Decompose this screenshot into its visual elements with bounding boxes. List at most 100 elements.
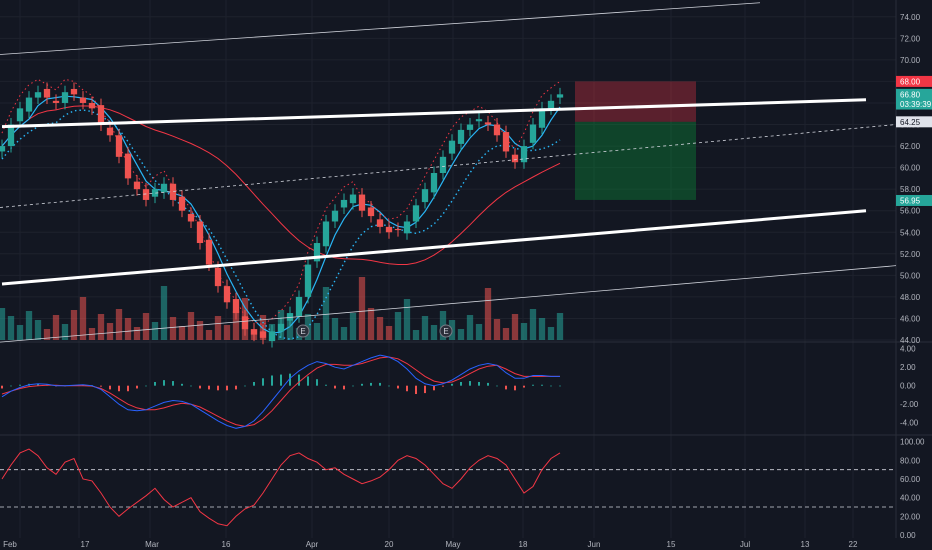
time-tick-label: May: [445, 540, 460, 549]
macd-histogram-bar: [559, 385, 561, 387]
macd-histogram-bar: [550, 385, 552, 387]
candle-body: [313, 243, 321, 262]
position-target-zone: [575, 81, 696, 122]
macd-histogram-bar: [145, 385, 147, 387]
price-badge: [896, 75, 932, 87]
price-badge-label: 03:39:39: [900, 100, 932, 109]
macd-histogram-bar: [415, 385, 417, 395]
rsi-tick-label: 0.00: [900, 531, 916, 540]
macd-histogram-bar: [253, 381, 255, 386]
candle-body: [412, 205, 420, 222]
candle-body: [358, 194, 366, 211]
volume-bar: [529, 309, 537, 340]
candle-body: [457, 129, 465, 144]
candle-body: [151, 189, 159, 197]
candle-body: [466, 124, 474, 130]
macd-line: [1, 354, 560, 429]
macd-histogram-bar: [1, 385, 3, 389]
volume-bar: [151, 322, 159, 340]
macd-histogram-bar: [451, 383, 453, 386]
volume-bar: [124, 318, 132, 340]
volume-bar: [484, 288, 492, 340]
volume-bar: [520, 323, 528, 340]
volume-bar: [70, 310, 78, 340]
candle-body: [232, 299, 240, 314]
macd-histogram-bar: [505, 385, 507, 390]
macd-histogram-bar: [235, 385, 237, 390]
rsi-tick-label: 40.00: [900, 494, 921, 503]
candle-body: [115, 135, 123, 157]
price-tick-label: 56.00: [900, 207, 921, 216]
time-tick-label: 15: [667, 540, 676, 549]
macd-histogram-bar: [163, 380, 165, 386]
macd-histogram-bar: [100, 385, 102, 387]
candle-body: [538, 108, 546, 128]
candle-body: [205, 239, 213, 265]
macd-histogram-bar: [226, 385, 228, 391]
volume-bar: [178, 326, 186, 340]
volume-bar: [142, 313, 150, 340]
macd-histogram-bar: [10, 385, 12, 387]
time-tick-label: Mar: [145, 540, 159, 549]
volume-bar: [214, 316, 222, 340]
macd-histogram-bar: [460, 381, 462, 386]
volume-bar: [340, 327, 348, 340]
macd-tick-label: 0.00: [900, 382, 916, 391]
macd-histogram: [1, 373, 561, 395]
candle-body: [52, 100, 60, 103]
volume-bar: [106, 323, 114, 340]
macd-histogram-bar: [136, 385, 138, 389]
rsi-tick-label: 60.00: [900, 475, 921, 484]
price-tick-label: 54.00: [900, 228, 921, 237]
price-badge-label: 68.00: [900, 77, 921, 86]
macd-histogram-bar: [280, 374, 282, 386]
price-tick-label: 46.00: [900, 314, 921, 323]
volume-bar: [169, 317, 177, 340]
volume-bar: [403, 299, 411, 340]
ma-slow-line: [1, 105, 561, 265]
volume-bar: [376, 317, 384, 340]
volume-bar: [394, 312, 402, 340]
time-tick-label: Apr: [306, 540, 319, 549]
macd-histogram-bar: [496, 385, 498, 387]
position-stop-zone: [575, 121, 696, 200]
volume-bar: [556, 313, 564, 340]
macd-histogram-bar: [190, 385, 192, 387]
candle-body: [376, 219, 384, 227]
candle-body: [16, 108, 24, 122]
price-tick-label: 44.00: [900, 336, 921, 345]
macd-histogram-bar: [19, 384, 21, 386]
candle-body: [34, 92, 42, 98]
candle-body: [241, 316, 249, 330]
earnings-marker-label: E: [300, 327, 305, 336]
candle-body: [331, 210, 339, 222]
macd-histogram-bar: [217, 385, 219, 391]
macd-histogram-bar: [262, 378, 264, 386]
candle-body: [529, 124, 537, 143]
candle-body: [223, 286, 231, 303]
candle-body: [259, 331, 267, 338]
volume-bar: [43, 329, 51, 340]
volume-bar: [7, 316, 15, 340]
volume-bar: [223, 325, 231, 340]
macd-histogram-bar: [379, 382, 381, 386]
macd-tick-label: 4.00: [900, 345, 916, 354]
volume-bar: [421, 316, 429, 340]
candle-body: [439, 156, 447, 173]
macd-histogram-bar: [172, 381, 174, 386]
macd-histogram-bar: [424, 385, 426, 394]
volume-bar: [286, 319, 294, 340]
macd-tick-label: -2.00: [900, 400, 919, 409]
earnings-marker-icon: [296, 324, 310, 338]
price-tick-label: 72.00: [900, 34, 921, 43]
candle-body: [79, 97, 87, 103]
candle-body: [250, 329, 258, 335]
price-badge: [896, 194, 932, 206]
candles: [0, 82, 564, 348]
candle-body: [340, 199, 348, 208]
macd-histogram-bar: [244, 385, 246, 387]
price-badge: [896, 88, 932, 100]
rsi-tick-label: 100.00: [900, 438, 925, 447]
time-tick-label: Jun: [588, 540, 601, 549]
